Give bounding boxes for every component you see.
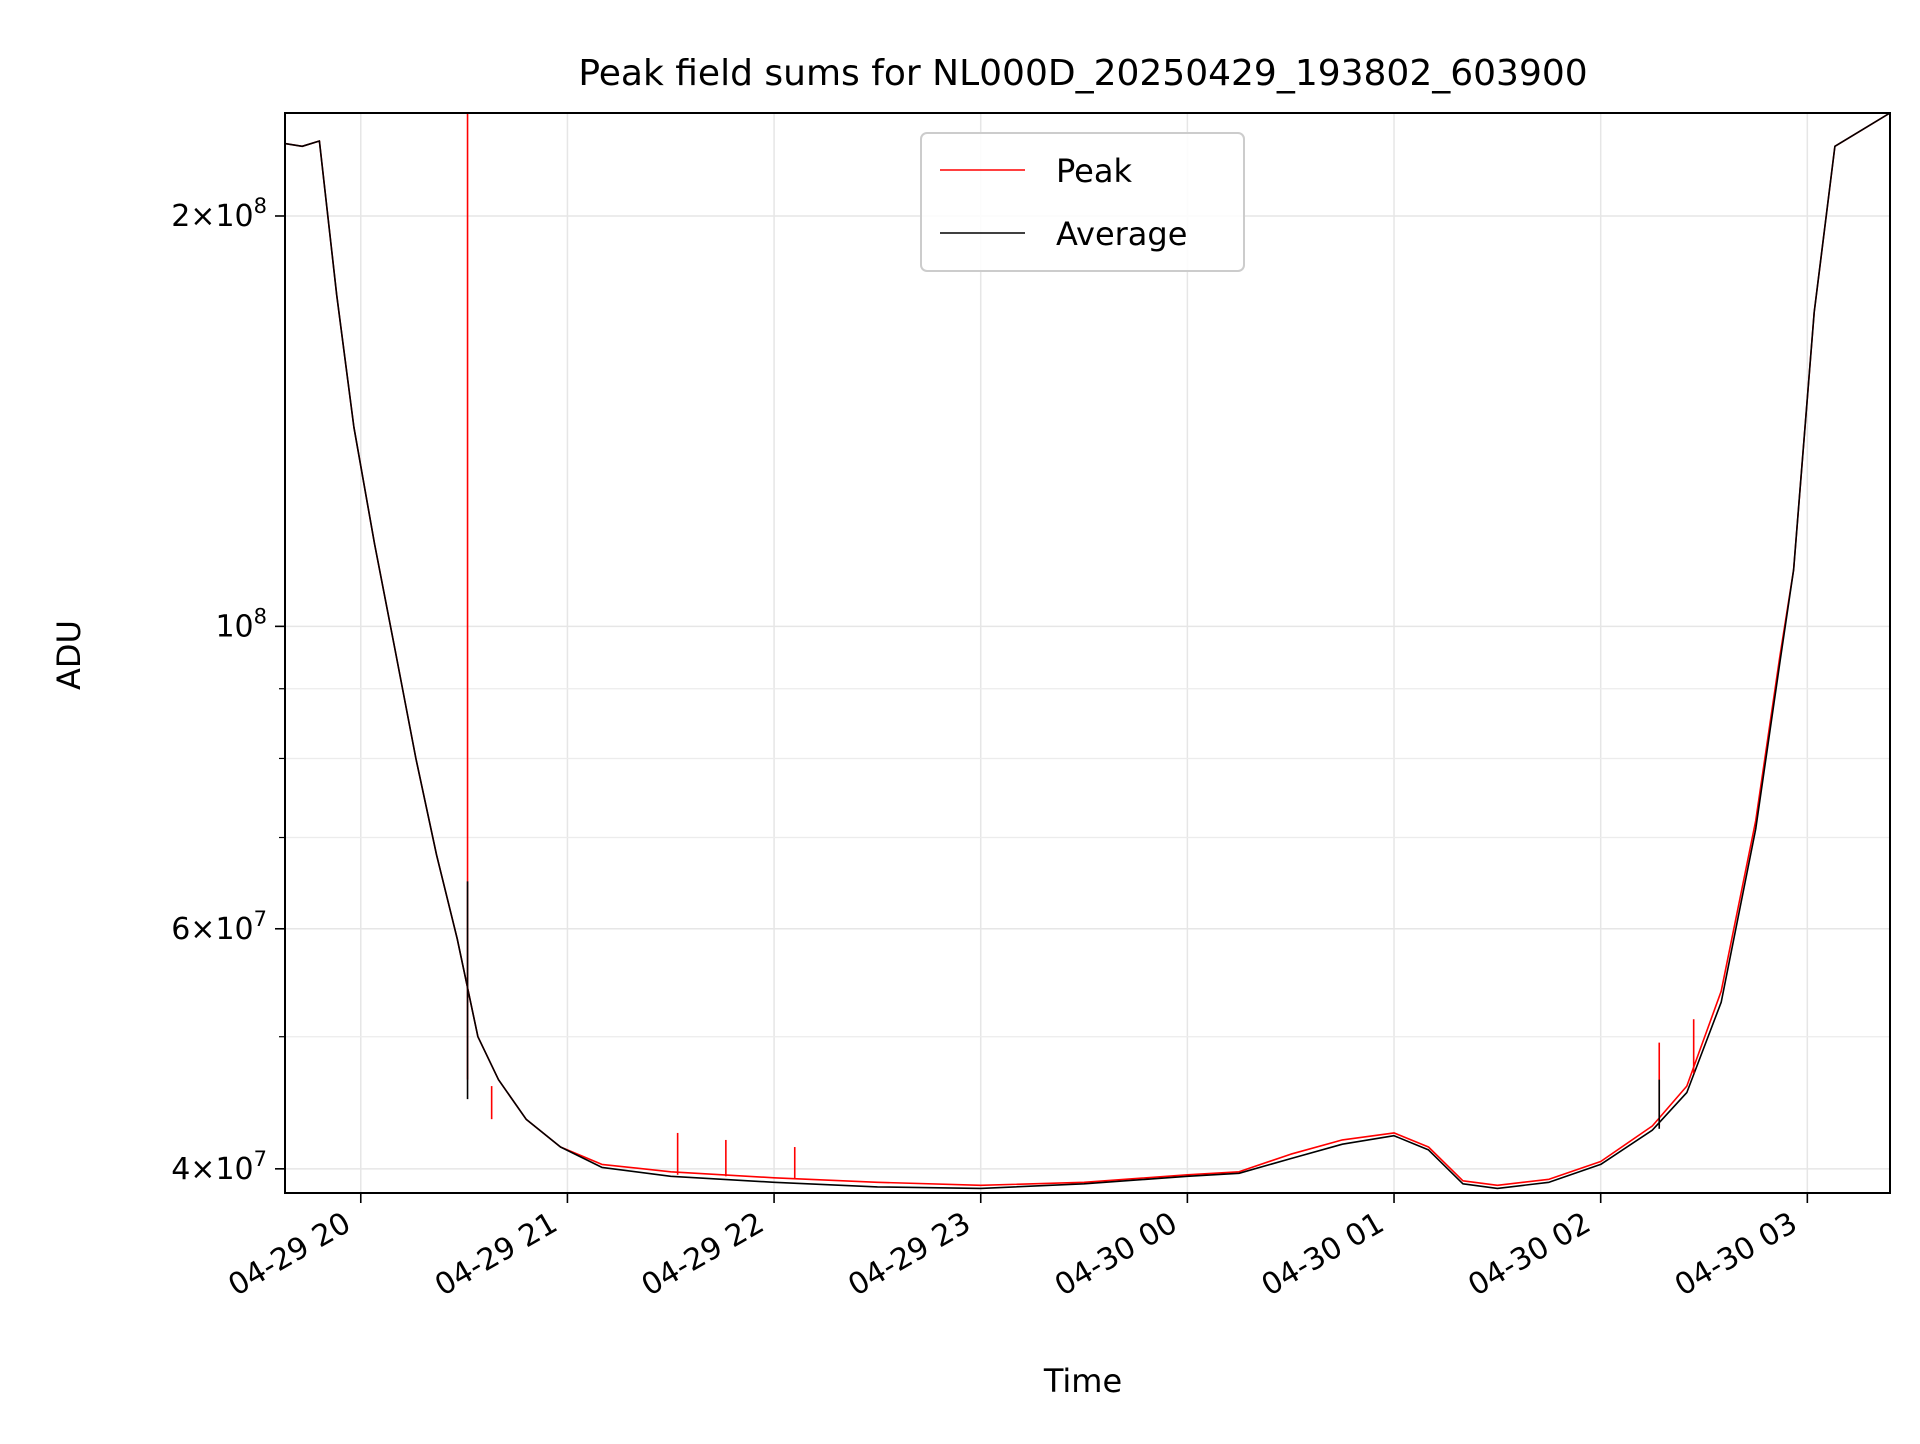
- y-tick-label: 108: [215, 604, 267, 644]
- y-tick-label: 2×108: [171, 194, 267, 234]
- grid-lines: [285, 113, 1890, 1193]
- legend-label-average: Average: [1056, 215, 1187, 253]
- chart-title: Peak field sums for NL000D_20250429_1938…: [578, 53, 1587, 94]
- y-tick-label: 4×107: [171, 1147, 267, 1187]
- x-axis-label: Time: [1043, 1362, 1122, 1400]
- legend-label-peak: Peak: [1056, 152, 1132, 190]
- plot-series: [285, 113, 1890, 1190]
- y-axis-label: ADU: [50, 620, 88, 690]
- series-line-average: [285, 113, 1890, 1190]
- legend: Peak Average: [920, 132, 1245, 272]
- y-tick-label: 6×107: [171, 907, 267, 947]
- y-axis-ticks: 4×107 6×107 108 2×108: [171, 194, 285, 1187]
- plot-frame: [284, 112, 1891, 1194]
- legend-box: [920, 132, 1245, 272]
